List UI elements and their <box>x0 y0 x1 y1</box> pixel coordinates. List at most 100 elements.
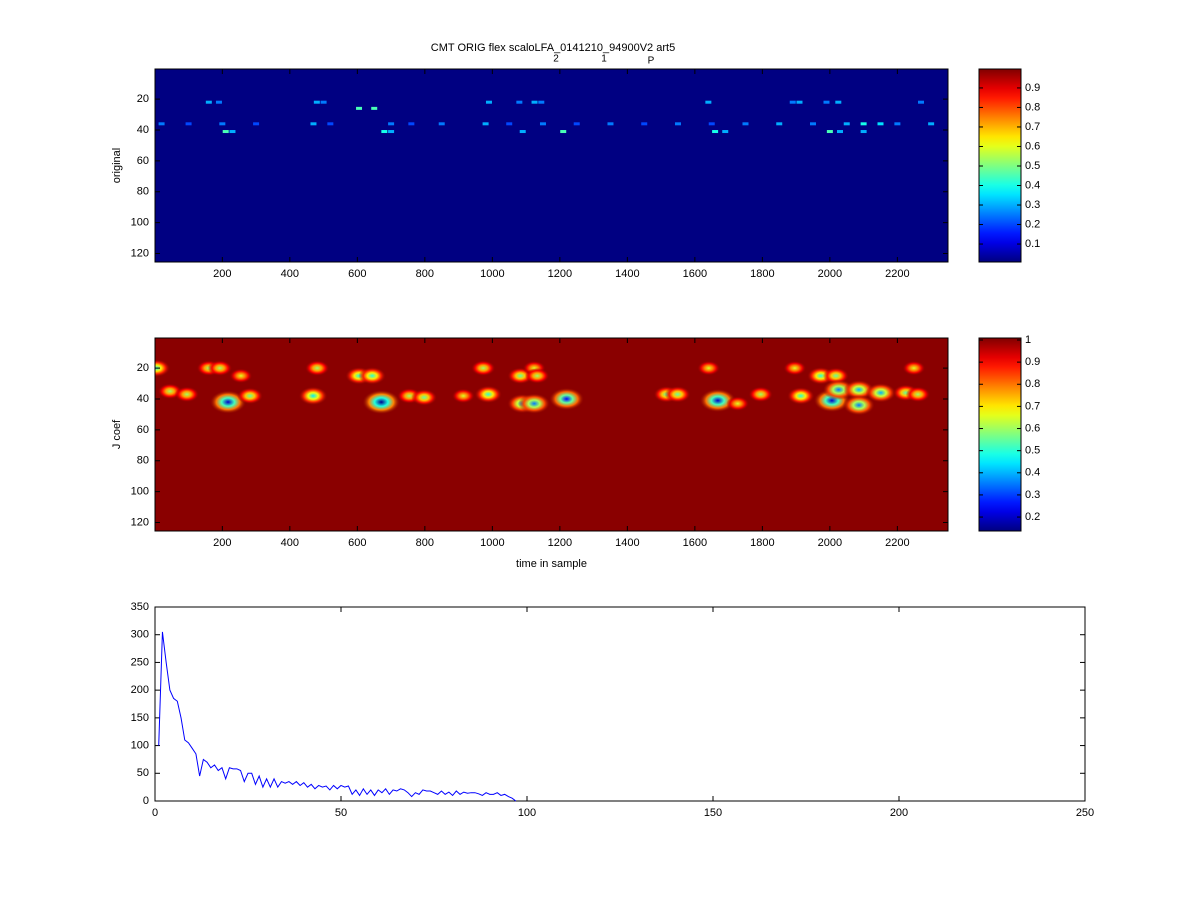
heatmap-spot <box>705 100 712 104</box>
heatmap-spot <box>205 100 212 104</box>
x-tick-label: 200 <box>213 537 231 549</box>
heatmap-spot <box>843 122 850 126</box>
x-tick-label: 2200 <box>885 537 909 549</box>
heatmap-spot <box>485 100 492 104</box>
heatmap-spot <box>310 122 317 126</box>
heatmap-spot <box>388 122 395 126</box>
heatmap-spot <box>641 122 648 126</box>
x-tick-label: 600 <box>348 537 366 549</box>
heatmap-spot <box>408 122 415 126</box>
y-tick-label: 20 <box>137 362 149 374</box>
y-tick-label: 60 <box>137 424 149 436</box>
colorbar-tick-label: 0.3 <box>1025 199 1040 211</box>
heatmap-spot <box>708 122 715 126</box>
colorbar-tick-label: 0.8 <box>1025 378 1040 390</box>
heatmap-spot <box>327 122 334 126</box>
colorbar-tick-label: 0.6 <box>1025 140 1040 152</box>
heatmap-spot <box>776 122 783 126</box>
heatmap-spot <box>865 383 897 403</box>
y-tick-label: 250 <box>131 656 149 668</box>
x-tick-label: 100 <box>518 807 536 819</box>
heatmap-spot <box>155 359 171 377</box>
heatmap-spot <box>697 360 721 376</box>
title-subscript: P <box>648 56 655 67</box>
heatmap-spot <box>917 100 924 104</box>
heatmap-spot <box>860 122 867 126</box>
heatmap-spot <box>842 394 875 416</box>
heatmap-spot <box>742 122 749 126</box>
x-tick-label: 1400 <box>615 268 639 280</box>
heatmap-spot <box>549 387 585 411</box>
x-tick-label: 1800 <box>750 268 774 280</box>
heatmap-spot <box>470 360 496 376</box>
x-tick-label: 2000 <box>818 537 842 549</box>
x-tick-label: 250 <box>1076 807 1094 819</box>
heatmap-spot <box>835 100 842 104</box>
heatmap-spot <box>607 122 614 126</box>
y-tick-label: 100 <box>131 217 149 229</box>
title-subscript: 1 <box>601 54 607 65</box>
x-tick-label: 400 <box>281 268 299 280</box>
y-tick-label: 60 <box>137 155 149 167</box>
heatmap-spot <box>482 122 489 126</box>
heatmap-spot <box>928 122 935 126</box>
heatmap-spot <box>411 389 438 406</box>
heatmap-spot <box>836 130 843 134</box>
y-tick-label: 300 <box>131 629 149 641</box>
heatmap-spot <box>451 388 475 404</box>
heatmap-spot <box>215 100 222 104</box>
y-axis-label: J coef <box>111 419 123 449</box>
heatmap-spot <box>860 130 867 134</box>
x-tick-label: 2200 <box>885 268 909 280</box>
colorbar-tick-label: 0.3 <box>1025 489 1040 501</box>
heatmap-spot <box>894 122 901 126</box>
x-tick-label: 800 <box>416 537 434 549</box>
x-tick-label: 150 <box>704 807 722 819</box>
x-tick-label: 50 <box>335 807 347 819</box>
colorbar-tick-label: 0.7 <box>1025 400 1040 412</box>
x-tick-label: 1600 <box>683 268 707 280</box>
heatmap-spot <box>371 106 378 110</box>
colorbar-tick-label: 0.4 <box>1025 179 1040 191</box>
chart-title: CMT ORIG flex scaloLFA_0141210_94900V2 a… <box>431 42 675 54</box>
colorbar-tick-label: 0.5 <box>1025 160 1040 172</box>
heatmap-spot <box>699 388 737 413</box>
axes-box <box>154 68 949 263</box>
heatmap-background <box>155 338 948 531</box>
colorbar-tick-label: 0.6 <box>1025 422 1040 434</box>
axes-box <box>154 606 1086 802</box>
colorbar-tick-label: 0.2 <box>1025 511 1040 523</box>
heatmap-spot <box>313 100 320 104</box>
colorbar-tick-label: 0.8 <box>1025 101 1040 113</box>
title-subscript: 2 <box>553 54 559 65</box>
x-tick-label: 0 <box>152 807 158 819</box>
heatmap-spot <box>524 367 550 384</box>
heatmap-image <box>155 338 948 531</box>
x-tick-label: 1600 <box>683 537 707 549</box>
heatmap-spot <box>304 360 330 376</box>
heatmap-spot <box>826 130 833 134</box>
y-tick-label: 50 <box>137 767 149 779</box>
heatmap-spot <box>237 387 264 405</box>
heatmap-spot <box>185 122 192 126</box>
x-tick-label: 200 <box>213 268 231 280</box>
heatmap-spot <box>516 100 523 104</box>
colorbar-tick-label: 1 <box>1025 334 1031 346</box>
heatmap-spot <box>207 360 233 376</box>
heatmap-spot <box>519 130 526 134</box>
x-tick-label: 2000 <box>818 268 842 280</box>
heatmap-spot <box>722 130 729 134</box>
y-tick-label: 100 <box>131 486 149 498</box>
heatmap-spot <box>783 360 807 376</box>
heatmap-spot <box>356 106 363 110</box>
heatmap-spot <box>388 130 395 134</box>
y-tick-label: 80 <box>137 186 149 198</box>
x-tick-label: 1000 <box>480 537 504 549</box>
heatmap-spot <box>573 122 580 126</box>
x-axis-label: time in sample <box>516 558 587 570</box>
heatmap-spot <box>506 122 513 126</box>
y-axis-label: original <box>111 148 123 183</box>
y-tick-label: 40 <box>137 124 149 136</box>
colorbar-tick-label: 0.9 <box>1025 82 1040 94</box>
